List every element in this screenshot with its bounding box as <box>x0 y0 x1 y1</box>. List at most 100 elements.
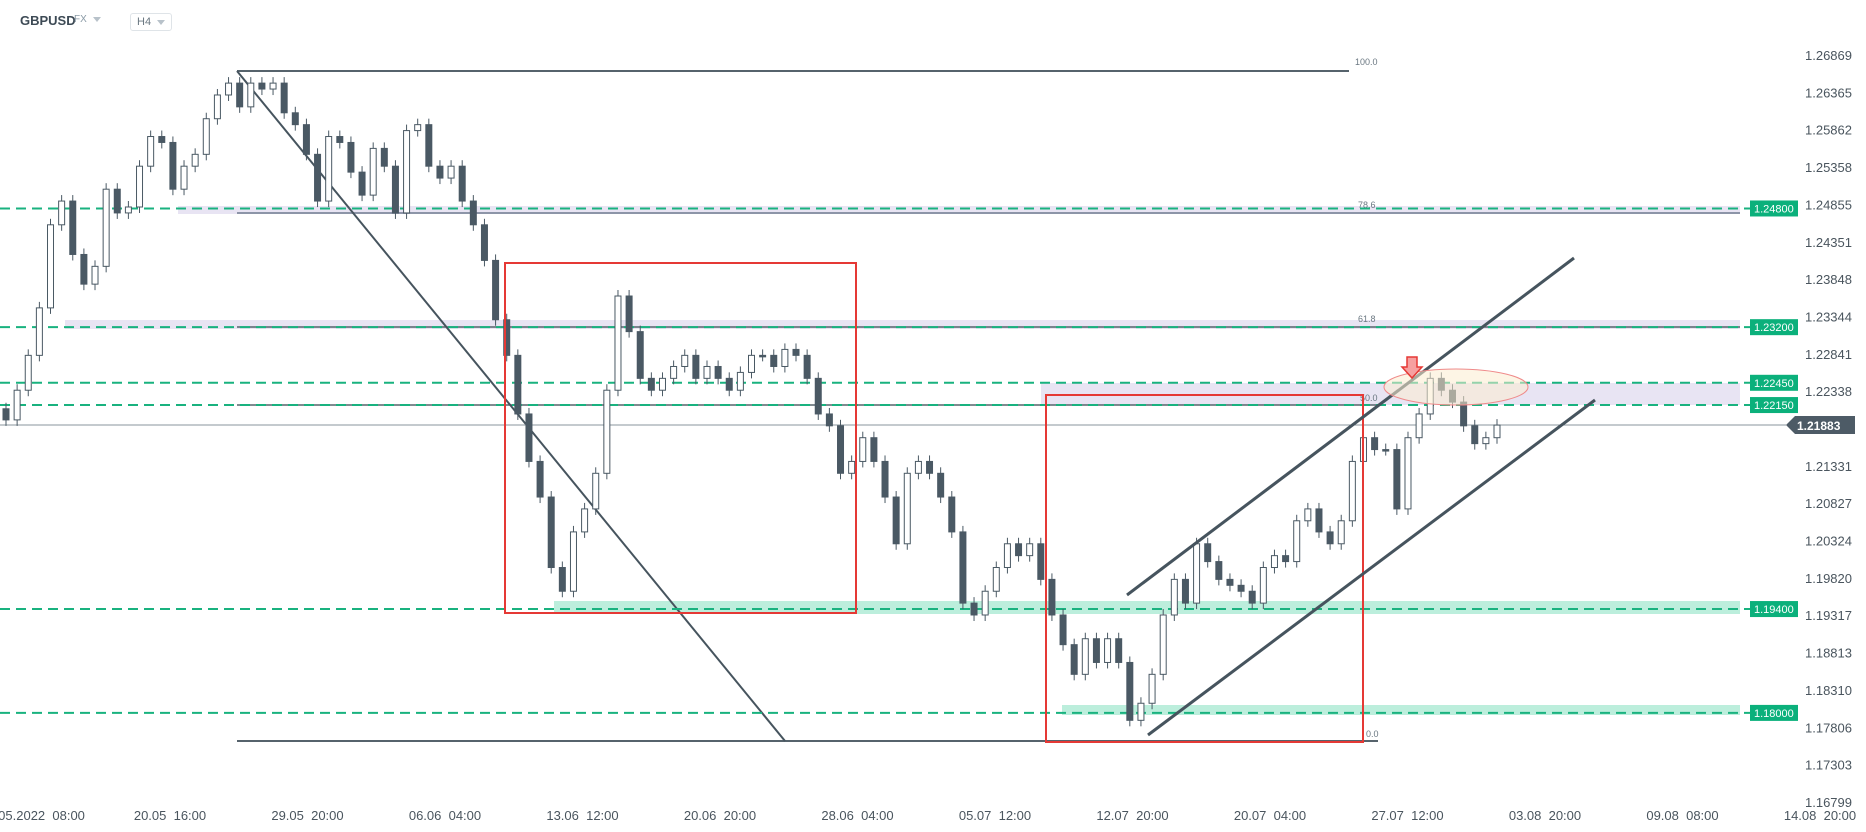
current-price-value: 1.21883 <box>1797 419 1841 433</box>
candle <box>258 77 266 96</box>
candle-body <box>1415 413 1423 439</box>
candle <box>1193 537 1201 610</box>
range-box-june[interactable] <box>504 262 857 614</box>
fib-label-0: 0.0 <box>1366 729 1379 739</box>
time-tick-label: 20.06 20:00 <box>684 808 756 823</box>
candle-body <box>1159 614 1167 675</box>
candle-body <box>80 253 88 285</box>
price-tick-label: 1.18310 <box>1805 683 1852 698</box>
candle-body <box>748 354 755 373</box>
candle <box>1304 502 1312 527</box>
candle <box>1037 537 1045 586</box>
candle-body <box>1193 543 1201 604</box>
candle-body <box>1393 449 1401 510</box>
candle-body <box>403 130 411 214</box>
candle-body <box>1070 644 1078 675</box>
candle-body <box>547 496 555 569</box>
time-tick-label: 20.07 04:00 <box>1234 808 1306 823</box>
symbol-label[interactable]: GBPUSD <box>20 13 76 28</box>
candle <box>1237 579 1245 598</box>
candle <box>525 407 533 468</box>
candle <box>1270 549 1278 574</box>
candle <box>1215 555 1223 586</box>
candle-body <box>469 200 477 226</box>
candle <box>58 195 66 231</box>
candle <box>102 183 110 273</box>
candle-body <box>2 408 10 421</box>
candle <box>914 455 922 480</box>
candle-body <box>1259 567 1267 604</box>
candle-body <box>1248 590 1256 604</box>
time-tick-label: 27.07 12:00 <box>1371 808 1443 823</box>
candle <box>247 77 255 113</box>
candle <box>825 407 833 432</box>
fib-band-78 <box>178 206 1740 214</box>
candle <box>358 166 366 202</box>
highlight-ellipse[interactable] <box>1383 368 1529 406</box>
time-tick-label: 09.08 08:00 <box>1646 808 1718 823</box>
candle-body <box>525 413 533 462</box>
candle-body <box>1003 543 1011 569</box>
candle <box>480 218 488 267</box>
candle <box>35 301 43 362</box>
timeframe-selector[interactable]: H4 <box>130 13 173 31</box>
candle <box>792 343 800 362</box>
candle <box>2 402 10 426</box>
candle <box>1081 632 1089 681</box>
price-tick-label: 1.23344 <box>1805 309 1852 324</box>
candle-body <box>636 331 644 379</box>
time-axis[interactable]: 13.05.2022 08:00 20.05 16:00 29.05 20:00 06… <box>0 808 1856 823</box>
time-tick-label: 29.05 20:00 <box>271 808 343 823</box>
candle-body <box>13 389 21 421</box>
candle-body <box>692 354 700 379</box>
candle-body <box>870 437 878 462</box>
price-tick-label: 1.26869 <box>1805 48 1852 63</box>
candle-body <box>258 82 266 90</box>
fib-label-78: 78.6 <box>1358 200 1376 210</box>
level-tag <box>1750 704 1798 721</box>
level-tag-label: 1.22450 <box>1754 378 1794 390</box>
chevron-down-icon <box>157 19 166 25</box>
candle <box>1226 573 1234 592</box>
candle <box>369 142 377 202</box>
chevron-down-icon <box>92 16 101 22</box>
price-axis[interactable]: 1.26869 1.26365 1.25862 1.25358 1.24855 1.243… <box>1805 48 1852 810</box>
price-tick-label: 1.22841 <box>1805 347 1852 362</box>
candle <box>447 160 455 185</box>
candle <box>169 136 177 196</box>
candle-body <box>369 147 377 196</box>
level-tag <box>1750 200 1798 217</box>
candle <box>13 384 21 426</box>
candle <box>1259 561 1267 610</box>
candle <box>681 349 689 373</box>
price-tick-label: 1.19317 <box>1805 608 1852 623</box>
candle-body <box>69 200 77 255</box>
market-selector[interactable]: FX <box>74 14 101 25</box>
candle-body <box>1482 437 1490 445</box>
candle-body <box>1126 661 1134 721</box>
candle <box>1337 514 1345 550</box>
candle <box>191 148 199 173</box>
channel-lower-line[interactable] <box>1147 398 1596 737</box>
candle-body <box>58 200 66 226</box>
candle <box>614 290 622 397</box>
candle <box>1048 573 1056 621</box>
candle <box>492 254 500 326</box>
candle <box>1059 608 1067 651</box>
candle <box>770 349 778 373</box>
candle-body <box>881 460 889 498</box>
candle <box>113 183 121 219</box>
candle-body <box>903 472 911 545</box>
candle <box>1137 697 1145 727</box>
candle <box>814 372 822 420</box>
candle <box>948 491 956 538</box>
chart-header: GBPUSD FX H4 <box>0 0 1866 40</box>
range-box-july[interactable] <box>1045 394 1364 743</box>
candle-body <box>725 377 733 391</box>
candle-body <box>1170 578 1178 616</box>
current-price-tag: 1.21883 <box>1786 416 1855 434</box>
candle <box>1115 632 1123 669</box>
level-tag-label: 1.23200 <box>1754 322 1794 334</box>
channel-upper-line[interactable] <box>1126 256 1575 597</box>
